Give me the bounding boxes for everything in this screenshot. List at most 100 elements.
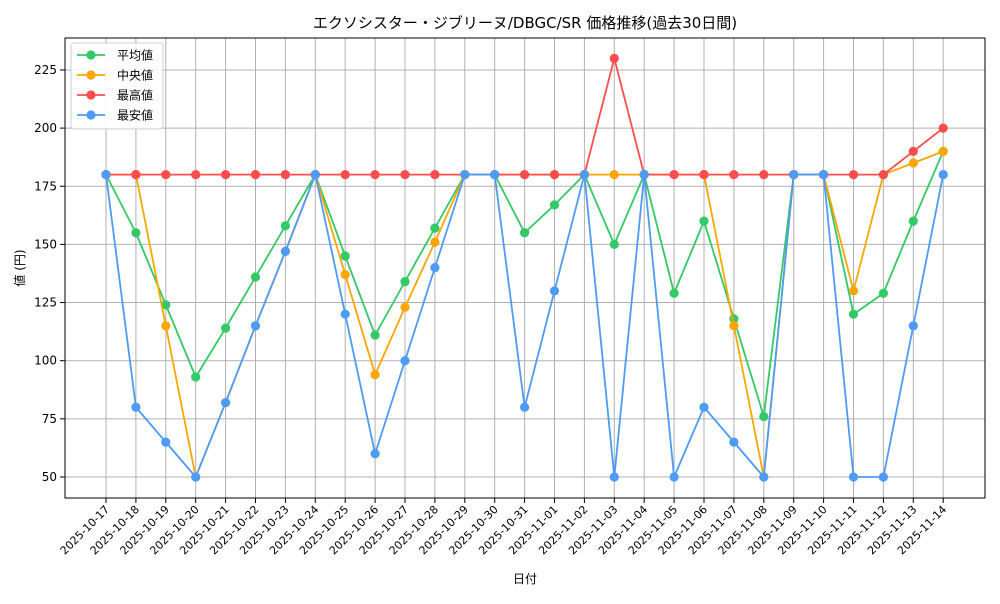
data-point bbox=[579, 170, 590, 180]
data-point bbox=[729, 170, 739, 180]
data-point bbox=[370, 170, 380, 180]
data-point bbox=[191, 472, 201, 482]
data-point bbox=[430, 263, 440, 273]
data-point bbox=[908, 146, 918, 156]
data-point bbox=[161, 170, 171, 180]
data-point bbox=[340, 170, 350, 180]
series-3 bbox=[101, 170, 948, 482]
data-point bbox=[669, 288, 679, 298]
y-tick-label: 100 bbox=[34, 354, 57, 368]
data-point bbox=[759, 472, 769, 482]
data-point bbox=[101, 170, 111, 180]
data-point bbox=[280, 170, 290, 180]
data-point bbox=[221, 323, 231, 333]
data-point bbox=[609, 53, 619, 63]
data-point bbox=[848, 286, 859, 296]
legend-item: 平均値 bbox=[77, 48, 153, 63]
data-point bbox=[908, 158, 918, 168]
data-point bbox=[340, 251, 350, 261]
data-point bbox=[789, 170, 799, 180]
data-point bbox=[221, 170, 231, 180]
data-point bbox=[609, 170, 619, 180]
data-point bbox=[699, 170, 709, 180]
data-point bbox=[848, 170, 859, 180]
data-point bbox=[938, 170, 948, 180]
data-point bbox=[221, 397, 231, 408]
data-point bbox=[729, 321, 739, 331]
legend-marker-icon bbox=[86, 70, 96, 80]
data-point bbox=[669, 170, 679, 180]
data-point bbox=[280, 221, 290, 231]
y-tick-label: 175 bbox=[34, 179, 57, 193]
y-tick-label: 125 bbox=[34, 296, 57, 310]
data-point bbox=[609, 472, 619, 482]
data-point bbox=[938, 146, 948, 156]
data-point bbox=[819, 170, 829, 180]
y-tick-label: 200 bbox=[34, 121, 57, 135]
data-point bbox=[848, 472, 859, 482]
data-point bbox=[370, 330, 380, 340]
x-axis: 2025-10-172025-10-182025-10-192025-10-20… bbox=[58, 498, 949, 557]
data-point bbox=[161, 437, 171, 447]
data-point bbox=[131, 228, 141, 238]
legend-item: 中央値 bbox=[77, 68, 153, 83]
data-point bbox=[520, 402, 530, 412]
data-point bbox=[878, 288, 889, 298]
data-point bbox=[490, 170, 500, 180]
data-point bbox=[161, 321, 171, 331]
data-point bbox=[400, 302, 410, 312]
data-point bbox=[430, 223, 440, 233]
data-point bbox=[131, 402, 141, 412]
grid-lines bbox=[65, 38, 985, 498]
data-point bbox=[759, 411, 769, 422]
data-point bbox=[250, 170, 261, 180]
legend-marker-icon bbox=[86, 90, 96, 100]
data-point bbox=[250, 321, 261, 331]
data-point bbox=[340, 309, 350, 319]
data-point bbox=[191, 372, 201, 382]
legend-marker-icon bbox=[86, 50, 96, 60]
data-point bbox=[460, 170, 470, 180]
legend-label: 中央値 bbox=[117, 68, 153, 83]
data-point bbox=[340, 270, 350, 280]
data-point bbox=[400, 277, 410, 287]
data-point bbox=[699, 402, 709, 412]
data-point bbox=[908, 321, 918, 331]
x-axis-label: 日付 bbox=[513, 572, 537, 586]
series-layer bbox=[101, 53, 948, 482]
legend-item: 最高値 bbox=[77, 88, 153, 103]
y-tick-label: 50 bbox=[42, 470, 57, 484]
data-point bbox=[639, 170, 649, 180]
data-point bbox=[430, 237, 440, 247]
y-tick-label: 150 bbox=[34, 237, 57, 251]
data-point bbox=[848, 309, 859, 319]
data-point bbox=[370, 370, 380, 380]
data-point bbox=[280, 246, 290, 256]
data-point bbox=[759, 170, 769, 180]
data-point bbox=[549, 200, 560, 210]
data-point bbox=[908, 216, 918, 226]
data-point bbox=[878, 472, 889, 482]
data-point bbox=[400, 170, 410, 180]
y-tick-label: 225 bbox=[34, 63, 57, 77]
legend-marker-icon bbox=[86, 110, 96, 120]
data-point bbox=[191, 170, 201, 180]
data-point bbox=[310, 170, 320, 180]
data-point bbox=[430, 170, 440, 180]
data-point bbox=[370, 449, 380, 459]
y-axis: 50 75 100 125 150 175 200 225 bbox=[34, 63, 65, 484]
data-point bbox=[549, 170, 560, 180]
legend-box bbox=[70, 42, 164, 130]
data-point bbox=[520, 228, 530, 238]
legend-label: 平均値 bbox=[117, 48, 153, 63]
data-point bbox=[938, 123, 948, 133]
legend-label: 最安値 bbox=[117, 108, 153, 123]
legend-label: 最高値 bbox=[117, 88, 153, 103]
y-axis-label: 値 (円) bbox=[12, 249, 27, 286]
data-point bbox=[250, 272, 261, 282]
data-point bbox=[669, 472, 679, 482]
data-point bbox=[400, 356, 410, 366]
